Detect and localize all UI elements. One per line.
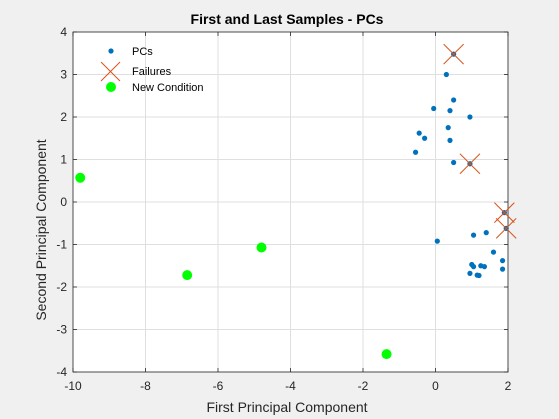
pc-point <box>499 258 506 264</box>
legend-label-failures: Failures <box>132 66 172 78</box>
legend-marker-new-condition <box>106 82 116 92</box>
pc-point <box>431 105 437 112</box>
x-tick-label: 0 <box>432 379 439 393</box>
legend: PCs Failures New Condition <box>100 46 204 94</box>
legend-marker-pcs <box>108 48 114 54</box>
x-tick-label: -2 <box>358 379 369 393</box>
x-tick-label: -6 <box>213 379 224 393</box>
pc-point <box>422 135 428 141</box>
pc-point <box>481 264 488 270</box>
y-tick-label: 1 <box>60 153 67 167</box>
failure-marker <box>495 217 517 239</box>
failure-marker <box>459 153 481 175</box>
x-tick-label: -4 <box>285 379 296 393</box>
y-tick-label: 2 <box>60 110 67 124</box>
pc-point <box>451 97 457 103</box>
pc-point <box>447 108 453 114</box>
chart-title: First and Last Samples - PCs <box>191 11 384 27</box>
pc-point <box>434 238 440 244</box>
pc-point <box>467 114 473 120</box>
new-condition-point <box>182 270 193 281</box>
y-tick-label: -2 <box>56 280 67 294</box>
new-condition-point <box>75 172 86 183</box>
y-axis-label: Second Principal Component <box>33 139 49 320</box>
new-condition-point <box>256 242 267 253</box>
pc-point <box>467 270 473 276</box>
pc-point <box>412 149 419 155</box>
pc-point <box>451 159 457 166</box>
pc-point <box>483 230 489 236</box>
legend-label-new-condition: New Condition <box>132 82 204 94</box>
pc-point <box>416 130 422 136</box>
legend-label-pcs: PCs <box>132 46 153 58</box>
pc-point <box>476 272 482 279</box>
pc-point <box>470 232 477 238</box>
new-condition-point <box>381 349 392 360</box>
pc-point <box>490 249 497 255</box>
y-tick-label: 3 <box>60 68 67 82</box>
x-tick-label: 2 <box>505 379 512 393</box>
x-axis-label: First Principal Component <box>206 399 367 415</box>
y-tick-label: 4 <box>60 25 67 39</box>
x-tick-label: -8 <box>140 379 151 393</box>
y-tick-label: -1 <box>56 238 67 252</box>
y-tick-label: 0 <box>60 195 67 209</box>
x-tick-label: -10 <box>64 379 82 393</box>
pc-point <box>447 137 453 143</box>
legend-marker-failures <box>100 61 121 82</box>
pc-point <box>470 264 477 270</box>
pc-point <box>443 71 449 78</box>
y-tick-label: -3 <box>56 323 67 337</box>
pc-point <box>499 266 506 272</box>
data-points <box>75 43 517 360</box>
pc-point <box>445 125 451 131</box>
failure-marker <box>443 43 464 65</box>
y-tick-label: -4 <box>56 365 67 379</box>
